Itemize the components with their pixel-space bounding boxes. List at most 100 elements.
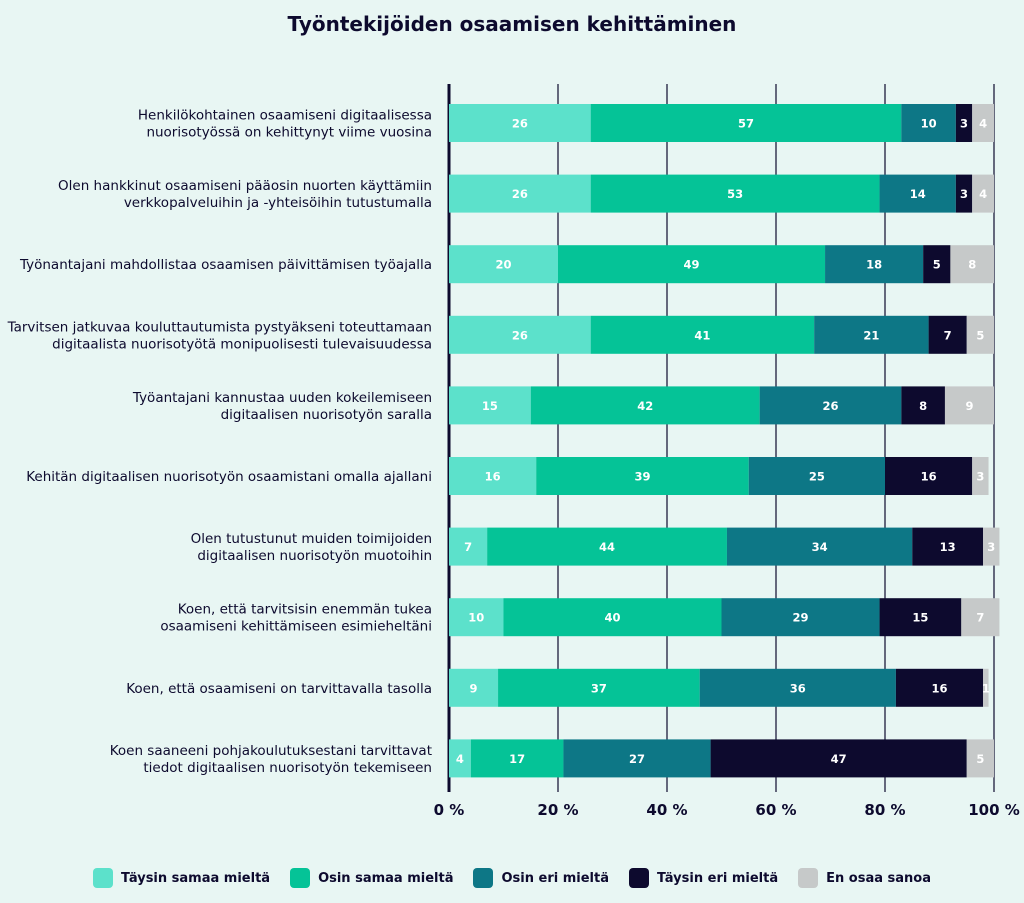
bar-segment (966, 315, 994, 354)
x-tick-label: 100 % (968, 801, 1020, 819)
legend-swatch (290, 868, 311, 888)
bar-segment (928, 315, 967, 354)
data-label: 39 (634, 470, 650, 484)
bar-segment (966, 739, 994, 778)
data-label: 34 (812, 540, 828, 554)
bar-segment (699, 668, 896, 707)
data-label: 26 (512, 328, 528, 342)
x-tick-label: 20 % (537, 801, 578, 819)
bar-segment (825, 245, 924, 284)
bar-segment (590, 174, 880, 213)
data-label: 16 (931, 681, 947, 695)
category-label: Koen, että tarvitsisin enemmän tukea osaa… (160, 602, 432, 635)
bar-segment (498, 668, 700, 707)
bar-segment (470, 739, 564, 778)
data-label: 3 (960, 187, 968, 201)
data-label: 13 (940, 540, 956, 554)
data-label: 7 (464, 540, 472, 554)
bar-segment (449, 527, 488, 566)
data-label: 29 (793, 611, 809, 625)
category-label: Työantajani kannustaa uuden kokeilemisee… (132, 390, 432, 423)
data-label: 10 (921, 117, 937, 131)
bar-segment (530, 386, 760, 425)
data-label: 26 (512, 187, 528, 201)
bar-segment (961, 598, 1000, 637)
bar-segment (563, 739, 711, 778)
bar-segment (449, 598, 504, 637)
legend-item: En osaa sanoa (798, 868, 931, 888)
data-label: 47 (831, 752, 847, 766)
chart-title: Työntekijöiden osaamisen kehittäminen (288, 12, 737, 36)
category-label: Koen, että osaamiseni on tarvittavalla t… (126, 681, 432, 697)
bar-segment (879, 598, 962, 637)
data-label: 16 (921, 470, 937, 484)
bar-segment (923, 245, 951, 284)
data-label: 14 (910, 187, 926, 201)
data-label: 21 (863, 328, 879, 342)
data-label: 18 (866, 258, 882, 272)
data-label: 53 (727, 187, 743, 201)
x-tick-label: 40 % (646, 801, 687, 819)
data-label: 9 (965, 399, 973, 413)
legend-item: Täysin eri mieltä (628, 868, 779, 888)
bar-segment (901, 104, 956, 142)
data-label: 16 (485, 470, 501, 484)
data-label: 25 (809, 470, 825, 484)
bar-segment (972, 457, 989, 495)
bar-segment (449, 668, 499, 707)
legend-label: Osin samaa mieltä (318, 870, 454, 886)
legend-label: Osin eri mieltä (501, 870, 609, 886)
bar-segment (944, 386, 994, 425)
data-label: 20 (495, 258, 511, 272)
bar-segment (710, 739, 967, 778)
data-label: 26 (512, 117, 528, 131)
bar-segment (972, 174, 994, 213)
bar-segment (449, 739, 471, 778)
category-label: Tarvitsen jatkuvaa kouluttautumista pyst… (7, 319, 432, 352)
legend-item: Täysin samaa mieltä (93, 868, 270, 888)
data-label: 8 (968, 258, 976, 272)
bar-segment (748, 457, 885, 495)
bar-segment (955, 174, 973, 213)
x-tick-label: 60 % (755, 801, 796, 819)
legend-swatch (93, 868, 114, 888)
data-label: 15 (482, 399, 498, 413)
x-tick-label: 80 % (864, 801, 905, 819)
legend-label: En osaa sanoa (826, 870, 931, 886)
bar-segment (558, 245, 826, 284)
legend-swatch (798, 868, 819, 888)
data-label: 7 (976, 611, 984, 625)
bar-segment (912, 527, 984, 566)
bar-segment (983, 668, 989, 707)
category-label: Olen hankkinut osaamiseni pääosin nuorte… (58, 178, 432, 211)
data-label: 49 (684, 258, 700, 272)
bar-segment (759, 386, 902, 425)
category-label: Koen saaneeni pohjakoulutuksestani tarvi… (110, 743, 432, 776)
legend-item: Osin samaa mieltä (290, 868, 453, 888)
data-label: 15 (912, 611, 928, 625)
bar-segment (449, 245, 558, 284)
data-label: 1 (982, 681, 990, 695)
data-label: 40 (604, 611, 620, 625)
category-label: Kehitän digitaalisen nuorisotyön osaamis… (26, 469, 432, 485)
bar-segment (487, 527, 727, 566)
data-label: 57 (738, 117, 754, 131)
chart-legend: Täysin samaa mieltä Osin samaa mieltä Osin… (0, 868, 1024, 888)
stacked-bar-chart: Työntekijöiden osaamisen kehittäminen 26… (7, 12, 1020, 819)
data-label: 4 (456, 752, 464, 766)
bar-segment (814, 315, 929, 354)
data-label: 7 (944, 328, 952, 342)
data-label: 4 (979, 187, 987, 201)
bar-segment (449, 386, 531, 425)
data-label: 26 (822, 399, 838, 413)
legend-label: Täysin eri mieltä (656, 870, 779, 886)
data-label: 41 (694, 328, 710, 342)
bar-segment (972, 104, 994, 142)
bar-segment (726, 527, 913, 566)
category-label: Henkilökohtainen osaamiseni digitaalises… (138, 108, 432, 141)
bar-segment (449, 104, 591, 142)
data-label: 27 (629, 752, 645, 766)
bar-segment (879, 174, 956, 213)
bar-segment (901, 386, 945, 425)
bar-segment (885, 457, 973, 495)
